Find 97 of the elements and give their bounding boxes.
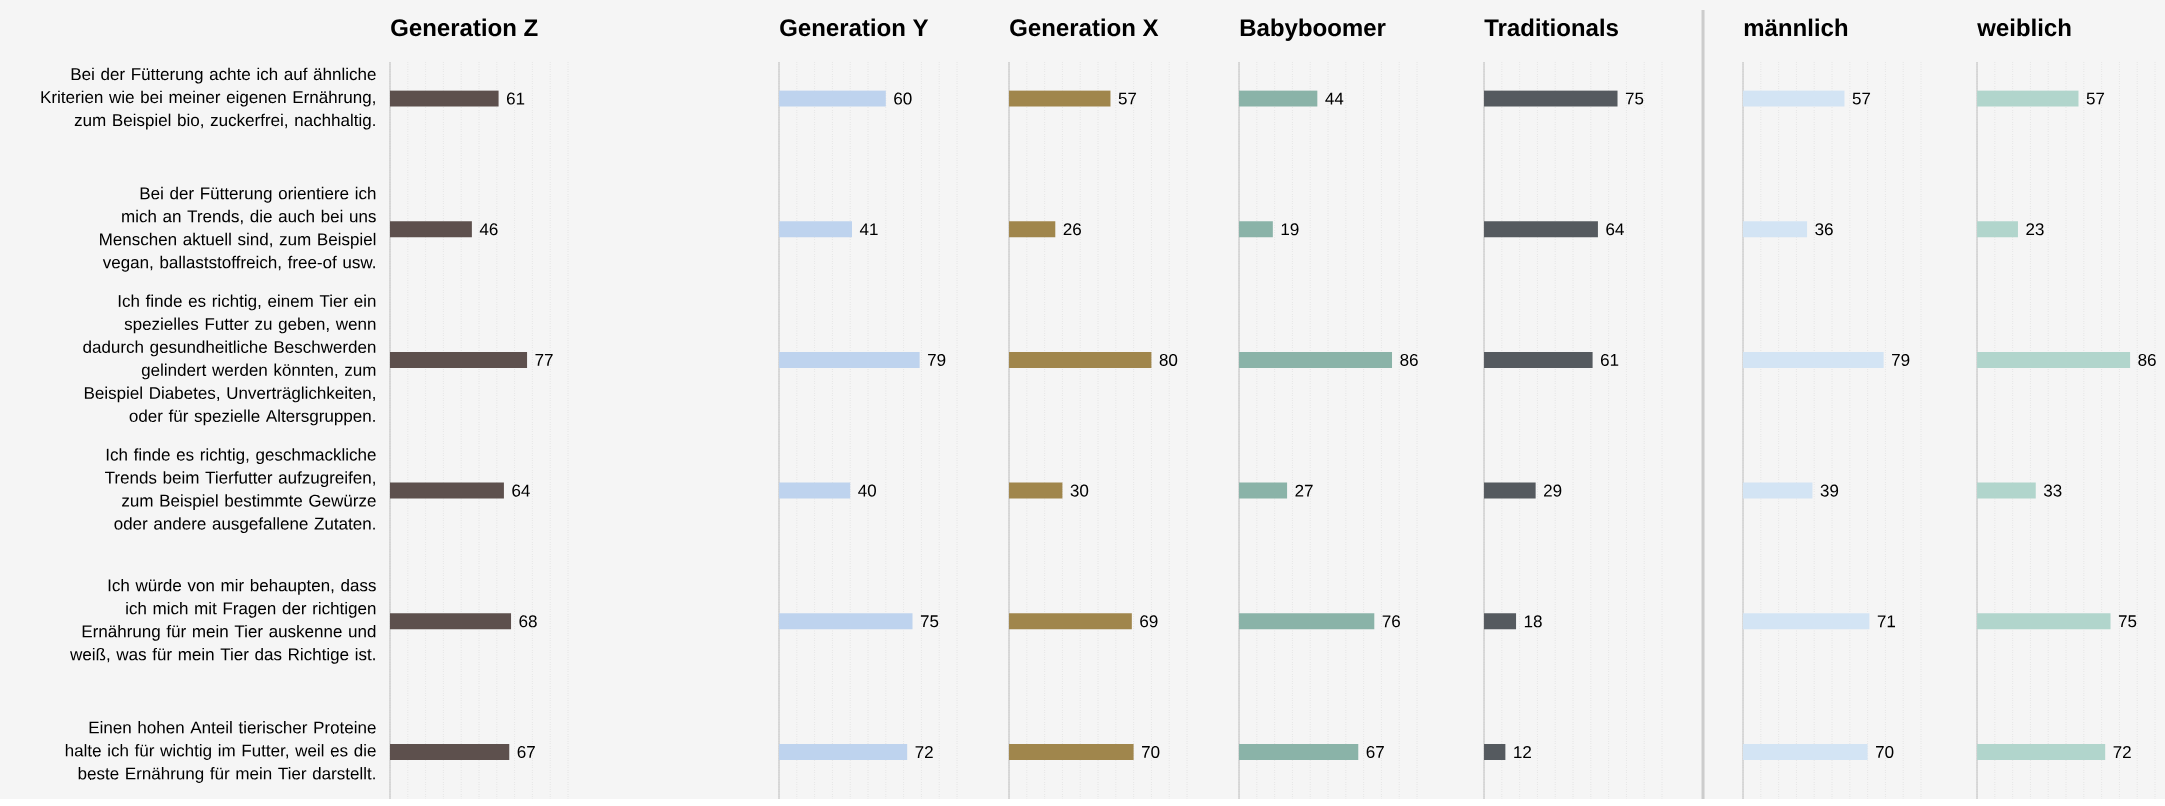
data-label: 75 [920, 615, 939, 628]
bar [1009, 744, 1134, 761]
data-label: 19 [1281, 223, 1299, 236]
bar [1484, 482, 1536, 499]
bar [1009, 221, 1056, 238]
data-label: 36 [1815, 223, 1833, 236]
chart-title: Generation Y [780, 18, 929, 37]
data-label: 72 [2113, 746, 2131, 758]
y-tick-label: Einen hohen Anteil tierischer Proteine halte ich für wichtig im Futter, weil es die beste Ernährung für mein Tier darstellt. [65, 721, 376, 783]
data-label: 80 [1159, 353, 1178, 367]
bar [1239, 613, 1375, 630]
data-label: 18 [1524, 615, 1542, 628]
chart-title: männlich [1744, 18, 1848, 37]
data-label: 75 [1625, 92, 1644, 105]
data-label: 67 [517, 746, 535, 759]
data-label: 41 [859, 223, 878, 236]
data-label: 40 [858, 484, 876, 497]
bar [1977, 744, 2106, 761]
data-label: 71 [1877, 615, 1896, 628]
chart-title: Generation X [1010, 18, 1159, 37]
bar [779, 613, 913, 630]
data-label: 64 [512, 484, 530, 497]
data-label: 57 [1118, 92, 1137, 105]
bar [1977, 90, 2079, 107]
bar [1239, 744, 1359, 761]
bar [1743, 90, 1845, 107]
data-label: 79 [1892, 353, 1910, 367]
bar [1484, 744, 1506, 761]
bar [779, 482, 851, 499]
bar [1009, 90, 1111, 107]
data-label: 79 [928, 353, 946, 367]
data-label: 61 [506, 92, 525, 105]
bar [1743, 221, 1808, 238]
data-label: 23 [2026, 223, 2044, 236]
bar [779, 744, 908, 761]
data-label: 64 [1606, 223, 1624, 236]
bar [390, 221, 472, 238]
bar [1239, 482, 1288, 499]
bar [1009, 352, 1152, 369]
bar [1743, 744, 1868, 761]
bar [390, 744, 510, 761]
bar [1977, 352, 2131, 369]
data-label: 68 [519, 615, 537, 628]
data-label: 86 [2138, 353, 2156, 367]
y-tick-label: Ich würde von mir behaupten, dass ich mich mit Fragen der richtigen Ernährung für mein Tier auskenne und weiß, was für mein Tier das Richtige ist. [70, 578, 376, 664]
bar [390, 352, 528, 369]
data-label: 61 [1600, 353, 1619, 367]
y-tick-label: Bei der Fütterung orientiere ich mich an Trends, die auch bei uns Menschen aktuell sind, zum Beispiel vegan, ballaststoffreich, free-of usw. [100, 186, 376, 272]
bar [1484, 613, 1517, 630]
bar [1977, 221, 2018, 238]
data-label: 33 [2043, 484, 2062, 497]
bar [1977, 613, 2111, 630]
data-label: 26 [1063, 223, 1081, 236]
bar [1484, 352, 1593, 369]
y-tick-label: Ich finde es richtig, einem Tier ein spezielles Futter zu geben, wenn dadurch gesundheitliche Beschwerden gelindert werden könnten, zum Beispiel Diabetes, Unverträglichkeiten, oder für spezielle Altersgruppen. [83, 294, 376, 426]
data-label: 46 [479, 223, 498, 236]
data-label: 75 [2118, 615, 2137, 628]
chart-title: Generation Z [391, 18, 538, 37]
data-label: 67 [1366, 746, 1384, 759]
bar [1009, 613, 1132, 630]
data-label: 30 [1070, 484, 1089, 497]
data-label: 86 [1400, 353, 1418, 367]
data-label: 77 [535, 354, 553, 366]
bar [1239, 352, 1393, 369]
bar [779, 90, 886, 107]
chart-title: weiblich [1977, 18, 2071, 37]
data-label: 27 [1295, 484, 1313, 497]
data-label: 72 [915, 746, 933, 758]
y-tick-label: Bei der Fütterung achte ich auf ähnliche Kriterien wie bei meiner eigenen Ernährung, zum Beispiel bio, zuckerfrei, nachhaltig. [41, 67, 376, 130]
bar [1239, 90, 1318, 107]
bar [1484, 221, 1598, 238]
data-label: 76 [1382, 615, 1400, 628]
bar [1009, 482, 1063, 499]
bar [779, 352, 920, 369]
bar [1743, 482, 1813, 499]
data-label: 29 [1544, 484, 1562, 497]
data-label: 60 [894, 92, 912, 105]
y-tick-label: Ich finde es richtig, geschmackliche Trends beim Tierfutter aufzugreifen, zum Beispiel bestimmte Gewürze oder andere ausgefallene Zutaten. [105, 448, 376, 534]
bar [390, 90, 499, 107]
chart-title: Traditionals [1484, 18, 1618, 37]
chart-title: Babyboomer [1240, 18, 1386, 42]
bar [1743, 613, 1870, 630]
bar [1977, 482, 2036, 499]
data-label: 39 [1820, 484, 1839, 497]
bar [390, 613, 512, 630]
data-label: 69 [1140, 615, 1158, 628]
data-label: 12 [1514, 746, 1531, 758]
bar [390, 482, 504, 499]
data-label: 70 [1142, 746, 1160, 759]
bar [779, 221, 852, 238]
data-label: 57 [2086, 92, 2105, 105]
bar [1239, 221, 1273, 238]
data-label: 44 [1325, 92, 1344, 105]
bar [1484, 90, 1618, 107]
data-label: 57 [1852, 92, 1871, 105]
bar [1743, 352, 1884, 369]
data-label: 70 [1876, 746, 1894, 759]
